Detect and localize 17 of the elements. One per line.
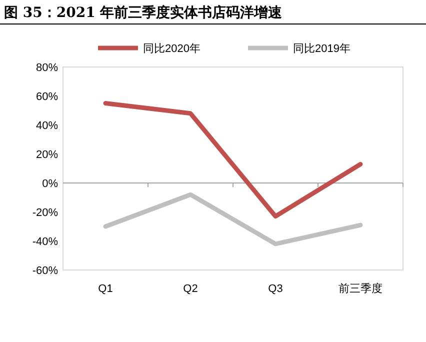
y-tick-label: -60%	[32, 265, 58, 277]
chart-title: 图 35：2021 年前三季度实体书店码洋增速	[4, 4, 284, 21]
legend-label: 同比2020年	[143, 42, 200, 55]
x-tick-label: Q2	[183, 283, 198, 295]
line-series	[103, 101, 363, 219]
x-tick-label: Q3	[268, 283, 283, 295]
x-tick-label: Q1	[98, 283, 113, 295]
line-series	[103, 192, 363, 246]
legend-label: 同比2019年	[293, 42, 350, 55]
y-tick-label: -40%	[32, 236, 58, 248]
y-tick-label: 20%	[36, 149, 58, 161]
y-tick-label: -20%	[32, 207, 58, 219]
y-tick-label: 40%	[36, 120, 58, 132]
y-tick-label: 60%	[36, 91, 58, 103]
y-tick-label: 0%	[42, 178, 58, 190]
x-tick-label: 前三季度	[338, 282, 382, 295]
y-tick-label: 80%	[36, 62, 58, 74]
